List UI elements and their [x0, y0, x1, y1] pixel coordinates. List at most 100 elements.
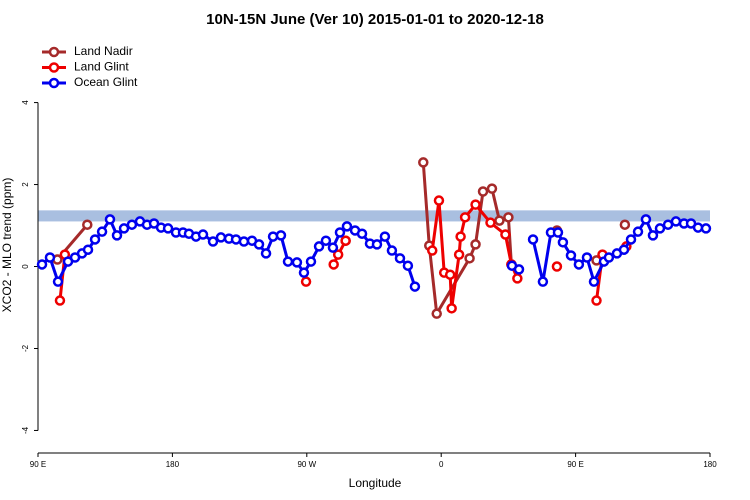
point [581, 252, 593, 263]
x-tick-label: 180 [703, 460, 717, 469]
point [485, 217, 496, 228]
point [111, 230, 123, 241]
point [36, 259, 48, 270]
point [340, 235, 351, 246]
x-tick-label: 90 E [30, 460, 46, 469]
point [632, 226, 644, 237]
point [238, 236, 250, 247]
point [341, 221, 353, 232]
point [670, 216, 682, 227]
point [618, 244, 630, 255]
y-tick-label: 4 [21, 100, 30, 105]
point [386, 245, 398, 256]
x-tick-label: 0 [439, 460, 444, 469]
point [446, 303, 457, 314]
chart-title: 10N-15N June (Ver 10) 2015-01-01 to 2020… [206, 11, 544, 28]
reference-band [38, 210, 710, 222]
point [300, 276, 312, 287]
point [527, 234, 539, 245]
point [459, 212, 471, 223]
point [275, 230, 287, 241]
point [513, 264, 525, 275]
point [197, 229, 209, 240]
point [327, 242, 339, 253]
point [305, 256, 317, 267]
x-tick-label: 90 E [567, 460, 583, 469]
point [552, 227, 564, 238]
point [625, 234, 637, 245]
point [44, 252, 56, 263]
point [573, 259, 585, 270]
x-tick-label: 90 W [297, 460, 316, 469]
point [700, 223, 712, 234]
point [104, 214, 116, 225]
legend-label: Land Glint [74, 60, 129, 74]
y-tick-label: 0 [21, 264, 30, 269]
point [470, 199, 481, 210]
point [426, 245, 438, 256]
point [409, 281, 421, 292]
point [332, 249, 344, 260]
point [162, 223, 174, 234]
point [126, 219, 138, 230]
legend-label: Ocean Glint [74, 75, 138, 89]
point [486, 183, 498, 194]
legend-marker [48, 77, 60, 89]
point [565, 250, 577, 261]
point [551, 261, 563, 272]
point [82, 219, 93, 230]
point [320, 235, 332, 246]
point [647, 230, 659, 241]
x-tick-label: 180 [166, 460, 180, 469]
legend-marker [48, 62, 60, 73]
y-tick-label: 2 [21, 182, 30, 187]
y-tick-label: -2 [21, 344, 30, 352]
point [418, 157, 429, 168]
point [82, 244, 94, 255]
legend-marker [48, 46, 60, 58]
point [282, 256, 294, 267]
point [328, 259, 339, 270]
point [379, 231, 391, 242]
point [96, 226, 108, 237]
point [89, 234, 101, 245]
point [500, 229, 511, 240]
point [52, 276, 64, 287]
point [444, 269, 456, 280]
point [537, 276, 549, 287]
point [394, 253, 406, 264]
point [356, 228, 368, 239]
point [402, 260, 414, 271]
point [503, 212, 514, 223]
point [253, 239, 265, 250]
point [603, 252, 615, 263]
point [313, 241, 325, 252]
point [260, 248, 272, 259]
point [291, 257, 303, 268]
point [591, 295, 602, 306]
point [470, 239, 481, 250]
point [654, 223, 666, 234]
point [207, 236, 219, 247]
point [588, 276, 600, 287]
y-tick-label: -4 [21, 426, 30, 434]
point [433, 195, 445, 206]
x-axis-label: Longitude [349, 476, 402, 490]
point [557, 237, 569, 248]
point [431, 308, 442, 319]
point [215, 232, 227, 243]
point [453, 249, 465, 260]
point [477, 186, 489, 197]
point [455, 231, 466, 242]
point [118, 223, 130, 234]
point [298, 267, 310, 278]
point [512, 273, 523, 284]
point [494, 215, 505, 226]
point [54, 295, 66, 306]
point [619, 219, 631, 230]
point [334, 227, 346, 238]
point [371, 239, 383, 250]
y-axis-label: XCO2 - MLO trend (ppm) [0, 178, 14, 313]
point [267, 231, 279, 242]
